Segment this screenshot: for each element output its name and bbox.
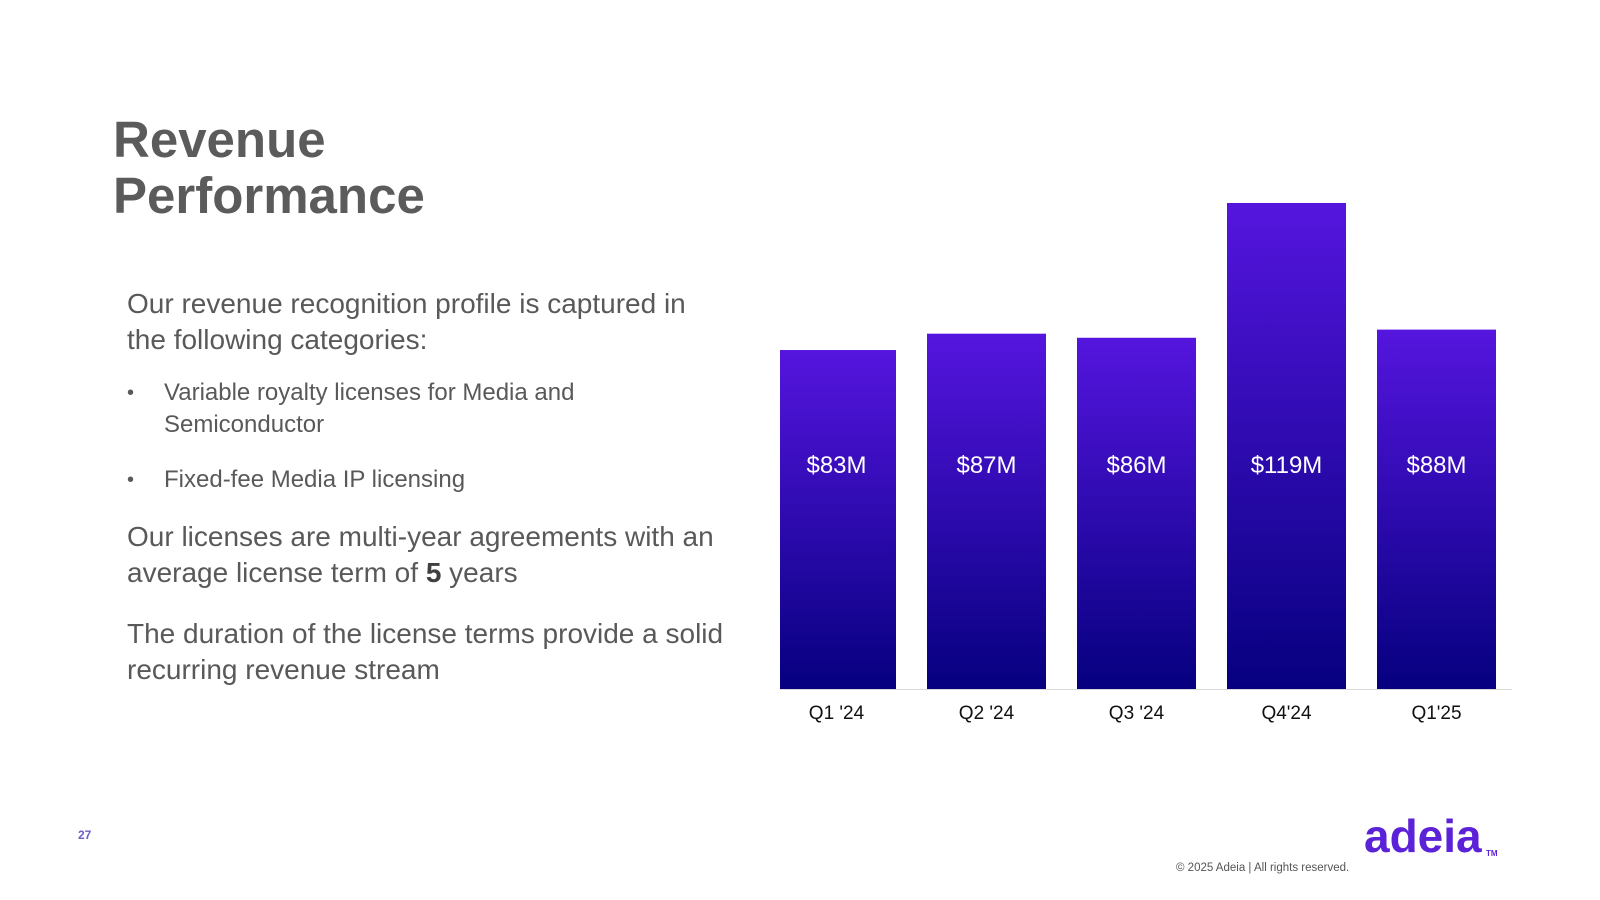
revenue-chart: $83M Q1 '24 $87M Q2 '24 $86M Q3 '24 $119M Q4'24… (762, 180, 1560, 760)
body-text: Our revenue recognition profile is captu… (127, 286, 727, 688)
svg-text:TM: TM (1486, 849, 1498, 858)
category-list: • Variable royalty licenses for Media an… (127, 377, 727, 496)
license-term-suffix: years (441, 557, 518, 588)
x-tick-label-1: Q1 '24 (809, 703, 865, 724)
x-tick-label-2: Q2 '24 (959, 703, 1015, 724)
bar-1 (777, 350, 896, 689)
svg-text:adeia: adeia (1364, 818, 1482, 860)
data-label-5: $88M (1406, 452, 1466, 479)
license-term-paragraph: Our licenses are multi-year agreements w… (127, 519, 727, 591)
bullet-icon: • (127, 469, 135, 491)
x-tick-label-4: Q4'24 (1261, 703, 1312, 724)
data-label-3: $86M (1106, 452, 1166, 479)
slide-title-line1: Revenue (113, 111, 326, 168)
recurring-revenue-paragraph: The duration of the license terms provid… (127, 618, 724, 685)
slide-title: Revenue Performance (113, 112, 613, 224)
license-term-years: 5 (425, 557, 442, 588)
intro-paragraph: Our revenue recognition profile is captu… (127, 288, 686, 355)
bar-2 (927, 333, 1046, 689)
slide-title-line2: Performance (113, 167, 425, 224)
x-tick-label-5: Q1'25 (1411, 703, 1461, 724)
revenue-bar-chart: $83M Q1 '24 $87M Q2 '24 $86M Q3 '24 $119M Q4'24… (762, 203, 1512, 724)
list-item: • Fixed-fee Media IP licensing (127, 464, 727, 496)
data-label-2: $87M (956, 452, 1016, 479)
list-item-text: Variable royalty licenses for Media and … (164, 379, 575, 438)
bar-4 (1227, 203, 1346, 689)
x-tick-label-3: Q3 '24 (1109, 703, 1165, 724)
license-term-text: Our licenses are multi-year agreements w… (127, 521, 714, 588)
data-label-1: $83M (806, 452, 866, 479)
page-number: 27 (78, 828, 92, 842)
adeia-logo: adeia TM (1364, 810, 1504, 865)
data-label-4: $119M (1251, 452, 1323, 479)
list-item-text: Fixed-fee Media IP licensing (164, 466, 466, 493)
bullet-icon: • (127, 382, 135, 404)
adeia-logo-mark: adeia TM (1364, 810, 1498, 862)
copyright-text: © 2025 Adeia | All rights reserved. (1176, 862, 1350, 874)
bar-5 (1377, 329, 1496, 689)
bar-3 (1077, 337, 1196, 689)
list-item: • Variable royalty licenses for Media an… (127, 377, 727, 441)
